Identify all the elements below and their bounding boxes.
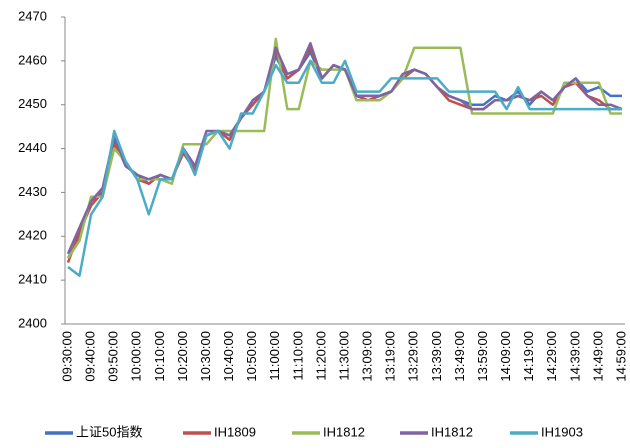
legend-label: IH1812 (431, 424, 473, 439)
y-tick-label: 2470 (18, 8, 47, 23)
y-tick-label: 2440 (18, 140, 47, 155)
x-tick-label: 13:49:00 (452, 331, 467, 382)
x-tick-label: 13:09:00 (360, 331, 375, 382)
x-tick-label: 11:00:00 (267, 331, 282, 381)
x-tick-label: 14:19:00 (521, 331, 536, 382)
legend-label: IH1812 (323, 424, 365, 439)
x-tick-label: 11:10:00 (290, 331, 305, 381)
x-tick-label: 14:59:00 (613, 331, 628, 382)
series-line (67, 59, 622, 278)
y-tick-label: 2420 (18, 228, 47, 243)
x-tick-label: 14:09:00 (498, 331, 513, 382)
series-line (66, 46, 622, 264)
x-tick-label: 10:50:00 (244, 331, 259, 382)
x-tick-label: 09:30:00 (59, 331, 74, 382)
x-tick-label: 10:40:00 (221, 331, 236, 382)
x-tick-label: 10:10:00 (152, 331, 167, 382)
x-tick-label: 14:39:00 (567, 331, 582, 382)
legend-label: IH1809 (214, 424, 256, 439)
series-line (66, 42, 623, 255)
x-tick-label: 11:20:00 (313, 331, 328, 381)
x-tick-label: 10:20:00 (175, 331, 190, 382)
x-tick-label: 09:40:00 (83, 331, 98, 382)
x-tick-label: 13:39:00 (429, 331, 444, 382)
x-tick-label: 10:00:00 (129, 331, 144, 382)
y-tick-label: 2410 (18, 272, 47, 287)
x-tick-label: 13:29:00 (406, 331, 421, 382)
x-tick-label: 13:19:00 (383, 331, 398, 382)
y-tick-label: 2460 (18, 52, 47, 67)
y-tick-label: 2430 (18, 184, 47, 199)
x-tick-label: 14:49:00 (590, 331, 605, 382)
y-tick-label: 2400 (18, 315, 47, 330)
x-tick-label: 09:50:00 (106, 331, 121, 382)
y-tick-label: 2450 (18, 96, 47, 111)
x-tick-label: 10:30:00 (198, 331, 213, 382)
x-tick-label: 11:30:00 (336, 331, 351, 381)
legend-label: IH1903 (541, 424, 583, 439)
series-line (66, 50, 622, 259)
x-tick-label: 13:59:00 (475, 331, 490, 382)
legend-label: 上证50指数 (76, 424, 142, 439)
x-tick-label: 14:29:00 (544, 331, 559, 382)
